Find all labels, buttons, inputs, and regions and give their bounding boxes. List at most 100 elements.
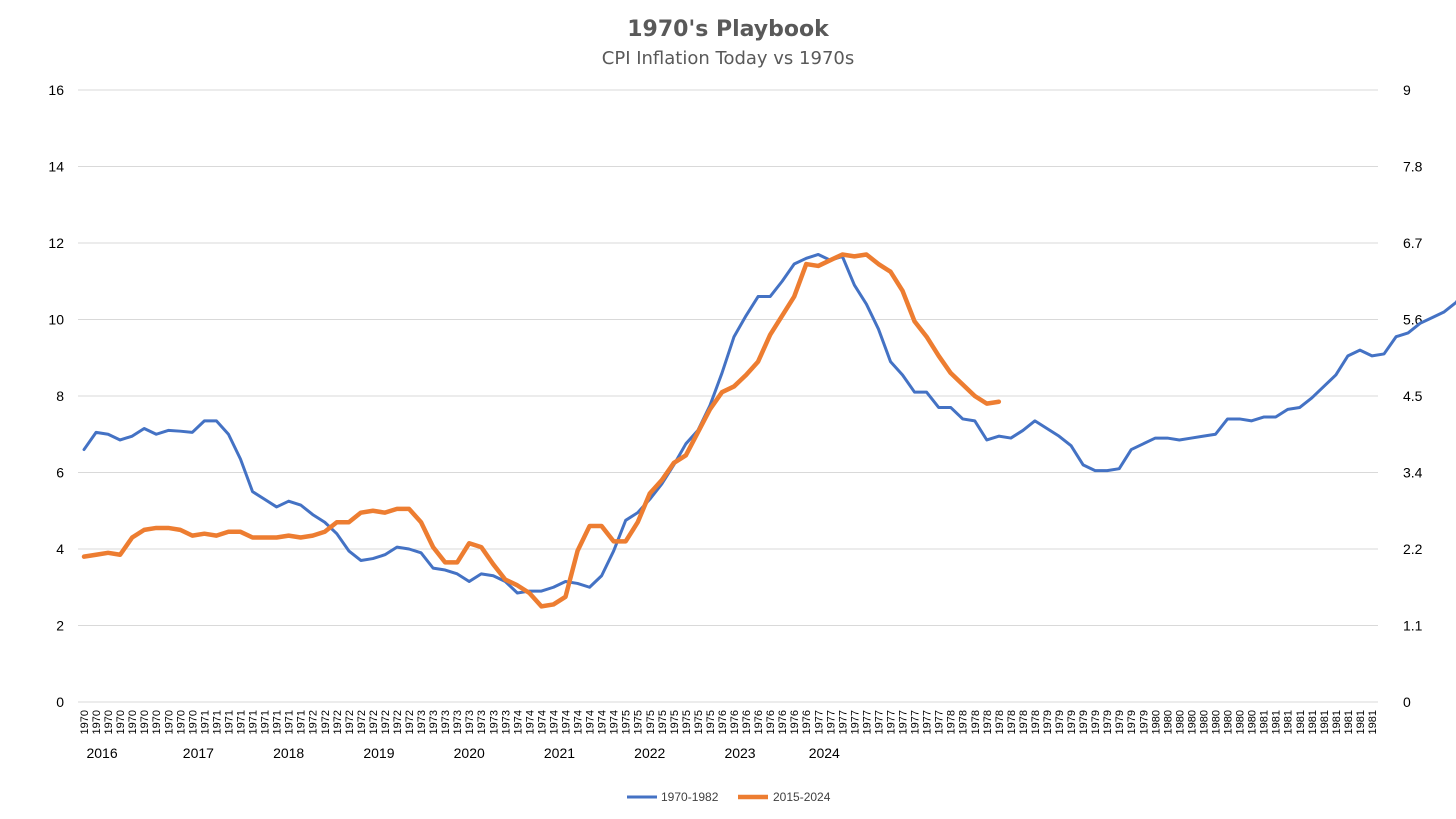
x-tick-label: 1971 [236, 710, 248, 734]
x-tick-label: 1971 [296, 710, 308, 734]
x-tick-label: 1981 [1319, 710, 1331, 734]
x-tick-label: 1977 [861, 710, 873, 734]
x-tick-label: 1977 [922, 710, 934, 734]
x-tick-label: 1971 [260, 710, 272, 734]
x-tick-label: 1981 [1259, 710, 1271, 734]
x-tick-label: 1976 [777, 710, 789, 734]
x-tick-label: 1977 [849, 710, 861, 734]
x-tick-label: 1979 [1078, 710, 1090, 734]
y-left-tick-label: 14 [48, 159, 64, 175]
y-right-tick-label: 2.2 [1403, 541, 1423, 557]
x-tick-label: 1970 [151, 710, 163, 734]
x-tick-label: 1974 [597, 710, 609, 734]
series-line-1 [82, 252, 1456, 595]
x-tick-label: 1975 [657, 710, 669, 734]
x-tick-label: 1975 [633, 710, 645, 734]
y-axis-right: 01.12.23.44.55.66.77.89 [1403, 82, 1423, 710]
y-right-tick-label: 4.5 [1403, 388, 1423, 404]
y-right-tick-label: 7.8 [1403, 159, 1423, 175]
y-left-tick-label: 16 [48, 82, 64, 98]
x-tick-label: 1981 [1271, 710, 1283, 734]
x-tick-label: 1970 [163, 710, 175, 734]
x-tick-label: 1980 [1150, 710, 1162, 734]
x-tick-label: 1973 [500, 710, 512, 734]
x-tick-label: 1973 [452, 710, 464, 734]
x-tick-label: 1970 [79, 710, 91, 734]
x-tick-label: 1974 [548, 710, 560, 734]
x-tick-label: 1981 [1295, 710, 1307, 734]
x-tick-label: 1978 [1006, 710, 1018, 734]
x-tick-label: 1972 [332, 710, 344, 734]
x-tick-label: 1980 [1211, 710, 1223, 734]
x-tick-label: 1974 [536, 710, 548, 734]
x-tick-label: 1972 [404, 710, 416, 734]
x-tick-label: 1978 [1030, 710, 1042, 734]
x-tick-label: 1977 [813, 710, 825, 734]
x-tick-label: 1979 [1114, 710, 1126, 734]
x-secondary-label: 2020 [454, 745, 485, 761]
x-tick-label: 1972 [380, 710, 392, 734]
x-tick-label: 1979 [1066, 710, 1078, 734]
x-tick-label: 1979 [1054, 710, 1066, 734]
x-tick-label: 1972 [356, 710, 368, 734]
legend-label-1: 1970-1982 [661, 790, 719, 804]
chart-title: 1970's Playbook [627, 17, 830, 42]
x-tick-label: 1980 [1186, 710, 1198, 734]
x-secondary-label: 2023 [724, 745, 755, 761]
x-tick-label: 1974 [609, 710, 621, 734]
x-tick-label: 1981 [1331, 710, 1343, 734]
y-right-tick-label: 6.7 [1403, 235, 1423, 251]
x-tick-label: 1977 [825, 710, 837, 734]
x-tick-label: 1975 [705, 710, 717, 734]
x-tick-label: 1975 [693, 710, 705, 734]
x-tick-label: 1974 [573, 710, 585, 734]
x-tick-label: 1975 [669, 710, 681, 734]
x-tick-label: 1974 [585, 710, 597, 734]
x-tick-label: 1976 [741, 710, 753, 734]
x-axis-primary: 1970 1970 1970 1970 1970 1970 1970 1970 1970 1970… [79, 710, 1379, 734]
x-tick-label: 1973 [464, 710, 476, 734]
y-axis-left: 0 2 4 6 8 10 12 14 16 [48, 82, 64, 710]
x-tick-label: 1981 [1283, 710, 1295, 734]
x-tick-label: 1972 [308, 710, 320, 734]
x-tick-label: 1981 [1355, 710, 1367, 734]
x-tick-label: 1981 [1367, 710, 1379, 734]
x-tick-label: 1976 [789, 710, 801, 734]
x-tick-label: 1979 [1126, 710, 1138, 734]
x-tick-label: 1979 [1042, 710, 1054, 734]
x-tick-label: 1974 [561, 710, 573, 734]
x-tick-label: 1970 [175, 710, 187, 734]
x-tick-label: 1974 [512, 710, 524, 734]
x-tick-label: 1977 [886, 710, 898, 734]
x-tick-label: 1970 [91, 710, 103, 734]
y-right-tick-label: 9 [1403, 82, 1411, 98]
series-lines [81, 252, 1456, 609]
x-tick-label: 1975 [681, 710, 693, 734]
x-tick-label: 1980 [1223, 710, 1235, 734]
x-tick-label: 1970 [139, 710, 151, 734]
y-right-tick-label: 0 [1403, 694, 1411, 710]
x-tick-label: 1971 [211, 710, 223, 734]
x-secondary-label: 2024 [809, 745, 840, 761]
x-tick-label: 1970 [127, 710, 139, 734]
x-tick-label: 1978 [994, 710, 1006, 734]
x-tick-label: 1978 [958, 710, 970, 734]
x-tick-label: 1973 [440, 710, 452, 734]
x-tick-label: 1980 [1174, 710, 1186, 734]
x-secondary-label: 2016 [86, 745, 117, 761]
series-line-2 [81, 252, 1002, 609]
x-tick-label: 1977 [898, 710, 910, 734]
x-tick-label: 1976 [717, 710, 729, 734]
x-tick-label: 1971 [284, 710, 296, 734]
x-tick-label: 1971 [248, 710, 260, 734]
x-tick-label: 1978 [970, 710, 982, 734]
x-tick-label: 1980 [1198, 710, 1210, 734]
x-tick-label: 1980 [1235, 710, 1247, 734]
y-left-tick-label: 6 [56, 465, 64, 481]
x-tick-label: 1975 [621, 710, 633, 734]
x-tick-label: 1977 [910, 710, 922, 734]
x-tick-label: 1981 [1343, 710, 1355, 734]
x-tick-label: 1976 [765, 710, 777, 734]
y-left-tick-label: 8 [56, 388, 64, 404]
x-tick-label: 1981 [1307, 710, 1319, 734]
